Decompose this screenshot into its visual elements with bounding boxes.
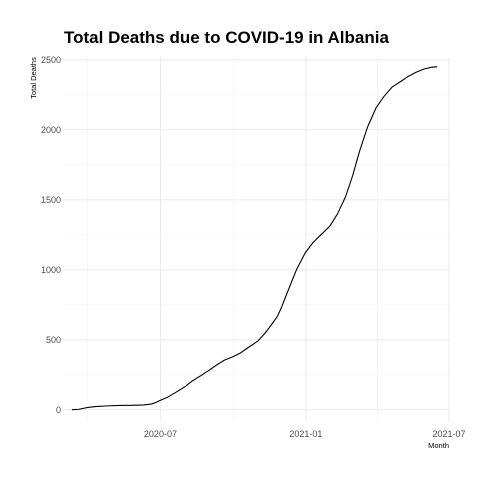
y-tick-label: 1500 (41, 195, 61, 205)
series-line (71, 66, 438, 411)
series-layer (71, 66, 438, 411)
x-axis-label: Month (428, 441, 449, 450)
x-tick-label: 2020-07 (144, 429, 177, 439)
x-tick-label: 2021-07 (432, 429, 465, 439)
x-tick-labels: 2020-07 2021-01 2021-07 (144, 429, 466, 439)
x-tick-label: 2021-01 (289, 429, 322, 439)
y-tick-label: 500 (46, 335, 61, 345)
y-tick-label: 1000 (41, 265, 61, 275)
y-tick-label: 2500 (41, 55, 61, 65)
y-axis-label: Total Deaths (29, 57, 38, 99)
y-tick-labels: 0 500 1000 1500 2000 2500 (41, 55, 61, 415)
chart-title: Total Deaths due to COVID-19 in Albania (64, 28, 389, 47)
y-tick-label: 0 (56, 405, 61, 415)
grid (64, 57, 450, 421)
y-tick-label: 2000 (41, 125, 61, 135)
